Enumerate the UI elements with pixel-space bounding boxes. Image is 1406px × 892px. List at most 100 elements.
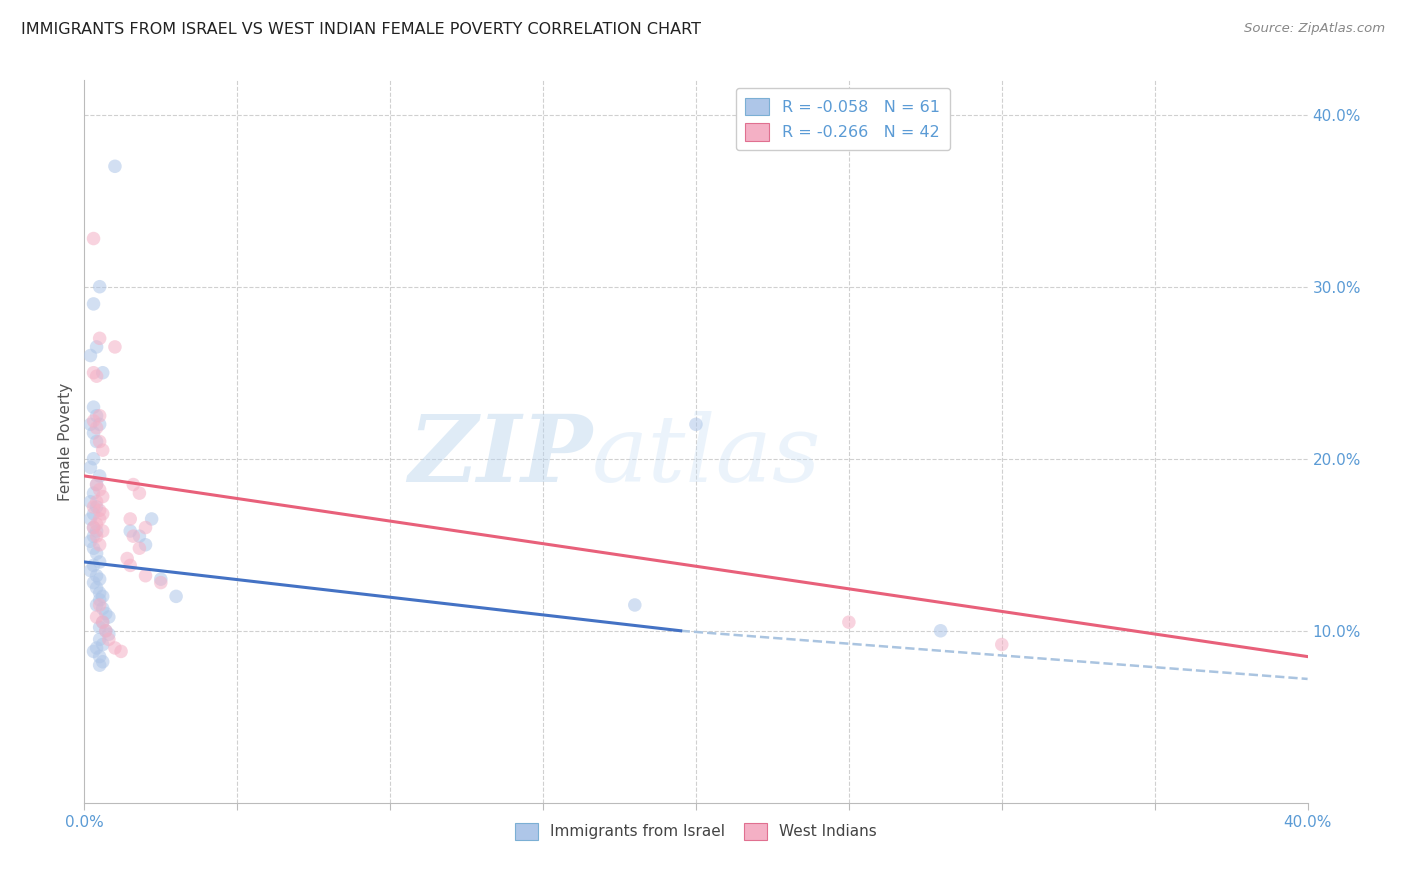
Point bbox=[83, 297, 105, 311]
Point bbox=[86, 581, 108, 595]
Point bbox=[120, 558, 142, 573]
Point bbox=[128, 486, 150, 500]
Point bbox=[135, 538, 157, 552]
Point bbox=[83, 366, 105, 380]
Point bbox=[94, 624, 117, 638]
Point bbox=[83, 520, 105, 534]
Point bbox=[91, 590, 114, 604]
Point bbox=[91, 655, 114, 669]
Point bbox=[86, 421, 108, 435]
Point bbox=[91, 443, 114, 458]
Text: ZIP: ZIP bbox=[408, 411, 592, 501]
Point bbox=[89, 417, 111, 432]
Point bbox=[83, 231, 105, 245]
Point bbox=[83, 644, 105, 658]
Point bbox=[97, 627, 120, 641]
Point bbox=[991, 638, 1014, 652]
Point bbox=[86, 340, 108, 354]
Point bbox=[83, 541, 105, 556]
Point bbox=[624, 598, 647, 612]
Point bbox=[929, 624, 952, 638]
Point bbox=[86, 369, 108, 384]
Point bbox=[86, 546, 108, 560]
Point bbox=[91, 615, 114, 630]
Point bbox=[86, 517, 108, 532]
Point bbox=[104, 640, 127, 655]
Point bbox=[83, 486, 105, 500]
Point bbox=[165, 590, 187, 604]
Point bbox=[83, 425, 105, 440]
Point bbox=[86, 524, 108, 538]
Point bbox=[97, 632, 120, 647]
Point bbox=[86, 434, 108, 449]
Point bbox=[89, 632, 111, 647]
Point bbox=[86, 610, 108, 624]
Point bbox=[91, 366, 114, 380]
Point bbox=[89, 503, 111, 517]
Point bbox=[128, 541, 150, 556]
Point bbox=[83, 500, 105, 514]
Point bbox=[79, 494, 101, 508]
Point bbox=[86, 529, 108, 543]
Point bbox=[89, 538, 111, 552]
Point bbox=[89, 512, 111, 526]
Point bbox=[89, 434, 111, 449]
Point bbox=[79, 534, 101, 549]
Y-axis label: Female Poverty: Female Poverty bbox=[58, 383, 73, 500]
Point bbox=[89, 586, 111, 600]
Point bbox=[97, 610, 120, 624]
Point bbox=[83, 451, 105, 466]
Point bbox=[91, 638, 114, 652]
Legend: Immigrants from Israel, West Indians: Immigrants from Israel, West Indians bbox=[509, 817, 883, 846]
Point bbox=[79, 564, 101, 578]
Point bbox=[94, 607, 117, 621]
Point bbox=[120, 524, 142, 538]
Point bbox=[83, 575, 105, 590]
Point bbox=[89, 279, 111, 293]
Point bbox=[86, 598, 108, 612]
Point bbox=[83, 400, 105, 414]
Point bbox=[89, 658, 111, 673]
Point bbox=[89, 331, 111, 345]
Point bbox=[86, 640, 108, 655]
Point bbox=[83, 520, 105, 534]
Point bbox=[91, 507, 114, 521]
Point bbox=[89, 555, 111, 569]
Point bbox=[120, 512, 142, 526]
Text: Source: ZipAtlas.com: Source: ZipAtlas.com bbox=[1244, 22, 1385, 36]
Point bbox=[79, 460, 101, 475]
Text: atlas: atlas bbox=[592, 411, 821, 501]
Point bbox=[89, 649, 111, 664]
Point bbox=[122, 477, 145, 491]
Point bbox=[104, 159, 127, 173]
Point bbox=[135, 568, 157, 582]
Point bbox=[86, 477, 108, 491]
Point bbox=[83, 558, 105, 573]
Point bbox=[91, 490, 114, 504]
Point bbox=[89, 592, 111, 607]
Point bbox=[104, 340, 127, 354]
Point bbox=[141, 512, 163, 526]
Point bbox=[86, 568, 108, 582]
Point bbox=[79, 349, 101, 363]
Point bbox=[149, 572, 172, 586]
Point bbox=[122, 529, 145, 543]
Point bbox=[135, 520, 157, 534]
Point bbox=[86, 500, 108, 514]
Point bbox=[83, 414, 105, 428]
Point bbox=[89, 572, 111, 586]
Point bbox=[79, 512, 101, 526]
Point bbox=[110, 644, 132, 658]
Point bbox=[149, 575, 172, 590]
Point bbox=[83, 529, 105, 543]
Point bbox=[79, 417, 101, 432]
Point bbox=[91, 524, 114, 538]
Point bbox=[91, 601, 114, 615]
Point bbox=[86, 477, 108, 491]
Point bbox=[91, 615, 114, 630]
Point bbox=[128, 529, 150, 543]
Point bbox=[86, 409, 108, 423]
Point bbox=[83, 507, 105, 521]
Point bbox=[685, 417, 707, 432]
Point bbox=[86, 494, 108, 508]
